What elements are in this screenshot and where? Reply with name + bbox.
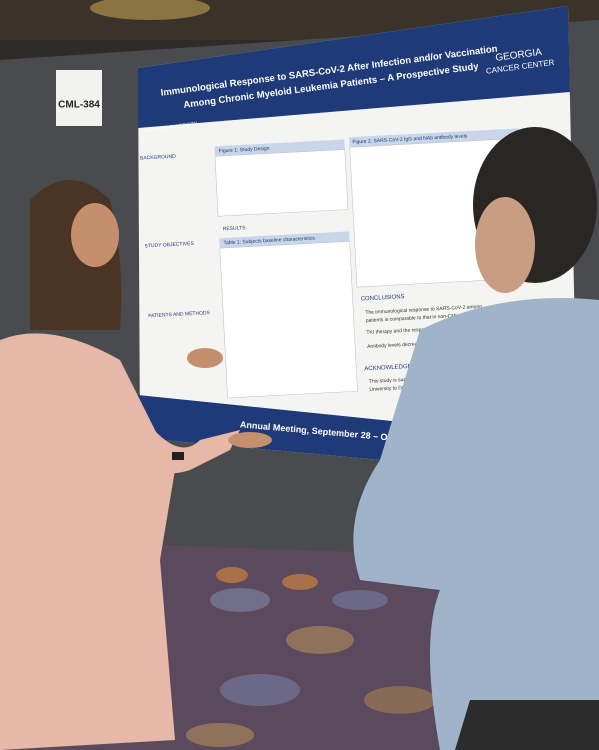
- section-heading: BACKGROUND: [140, 154, 176, 162]
- poster-header: [138, 6, 570, 128]
- figure-header: [349, 128, 520, 148]
- section-heading: PATIENTS AND METHODS: [148, 310, 211, 319]
- shoes: [216, 567, 318, 590]
- sign-label: CML-384: [58, 100, 100, 111]
- man: [353, 127, 599, 750]
- ack-line: University to Dr. Kolhe: [369, 384, 419, 393]
- section-heading: STUDY OBJECTIVES: [144, 241, 194, 250]
- table-header: [219, 231, 350, 249]
- chandelier: [90, 0, 210, 20]
- section-heading: RESULTS: [223, 225, 247, 232]
- section-heading: CONCLUSIONS: [361, 294, 405, 302]
- figure-header: [214, 139, 345, 157]
- section-heading: Figure 1: Study Design: [219, 146, 270, 155]
- sign-card: [56, 70, 102, 126]
- figure-box: [214, 149, 349, 217]
- section-heading: Table 1: Subjects baseline characteristi…: [223, 236, 315, 247]
- woman: [0, 180, 272, 750]
- section-heading: ACKNOWLEDGMENT: [364, 363, 425, 372]
- carpet-pattern: [186, 588, 436, 747]
- table-box: [219, 241, 358, 399]
- conclusion-line: patients is comparable to that in non-CM…: [366, 312, 480, 324]
